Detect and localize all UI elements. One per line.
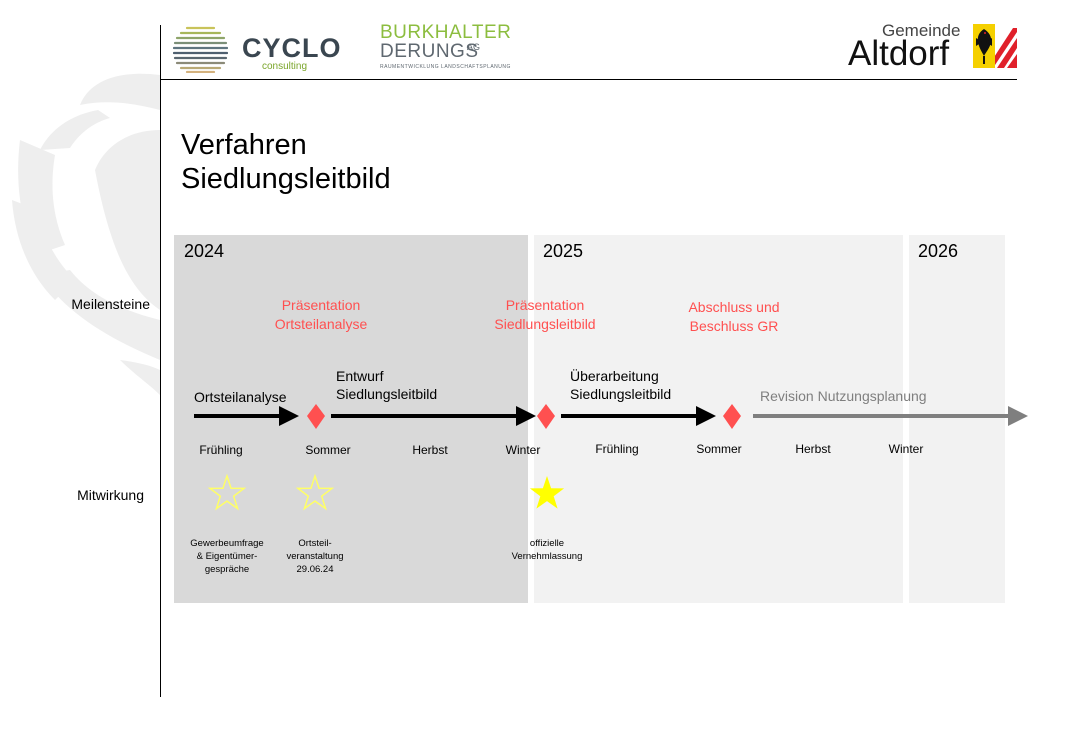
participation-star-filled xyxy=(529,476,565,509)
season-label: Herbst xyxy=(795,442,831,456)
year-band-2026 xyxy=(909,235,1005,603)
participation-label: Gewerbeumfrage & Eigentümer-gespräche xyxy=(190,538,264,575)
burkhalter-logo-line1: BURKHALTER xyxy=(380,22,512,43)
cyclo-logo-icon xyxy=(173,26,228,73)
participation-star-outline xyxy=(295,473,335,511)
milestone-diamond xyxy=(723,404,741,429)
altdorf-crest-icon xyxy=(973,24,1017,68)
phase-label: Ortsteilanalyse xyxy=(194,389,287,405)
altdorf-logo-name: Altdorf xyxy=(848,34,950,73)
season-label: Winter xyxy=(888,442,924,456)
year-band-2025 xyxy=(534,235,903,603)
cyclo-logo-subtitle: consulting xyxy=(262,61,308,72)
year-label: 2025 xyxy=(543,241,584,261)
cyclo-logo-text: CYCLO xyxy=(242,33,342,63)
participation-label: Ortsteil-veranstaltung 29.06.24 xyxy=(286,538,344,575)
header-divider xyxy=(160,79,1017,80)
vertical-divider xyxy=(160,25,161,697)
milestone-label: Abschluss und Beschluss GR xyxy=(688,299,780,334)
milestone-diamond xyxy=(307,404,325,429)
row-label-milestones: Meilensteine xyxy=(71,296,150,312)
season-label: Sommer xyxy=(696,442,742,456)
title-line2: Siedlungsleitbild xyxy=(181,163,391,195)
row-label-participation: Mitwirkung xyxy=(77,487,144,503)
burkhalter-logo-line2: DERUNGS xyxy=(380,41,479,62)
year-label: 2024 xyxy=(184,241,225,261)
season-label: Herbst xyxy=(412,443,448,457)
year-band-2024 xyxy=(174,235,528,603)
eagle-watermark-icon xyxy=(12,73,160,395)
season-label: Frühling xyxy=(595,442,639,456)
title-line1: Verfahren xyxy=(181,129,307,161)
milestone-label: Präsentation Ortsteilanalyse xyxy=(274,297,368,332)
milestone-label: Präsentation Siedlungsleitbild xyxy=(494,297,596,332)
season-label: Frühling xyxy=(199,443,243,457)
burkhalter-logo-ag: AG xyxy=(467,42,481,52)
season-label: Winter xyxy=(505,443,541,457)
year-label: 2026 xyxy=(918,241,959,261)
participation-star-outline xyxy=(207,473,247,511)
phase-label: Überarbeitung Siedlungsleitbild xyxy=(570,368,672,402)
phase-label: Entwurf Siedlungsleitbild xyxy=(336,368,438,402)
altdorf-logo-gemeinde: Gemeinde xyxy=(882,21,961,40)
participation-label: offizielle Vernehmlassung xyxy=(511,538,583,562)
milestone-diamond xyxy=(537,404,555,429)
season-label: Sommer xyxy=(305,443,351,457)
page-title: Verfahren Siedlungsleitbild xyxy=(181,128,391,196)
burkhalter-logo-subtitle: RAUMENTWICKLUNG LANDSCHAFTSPLANUNG xyxy=(380,64,511,70)
phase-label: Revision Nutzungsplanung xyxy=(760,388,927,404)
